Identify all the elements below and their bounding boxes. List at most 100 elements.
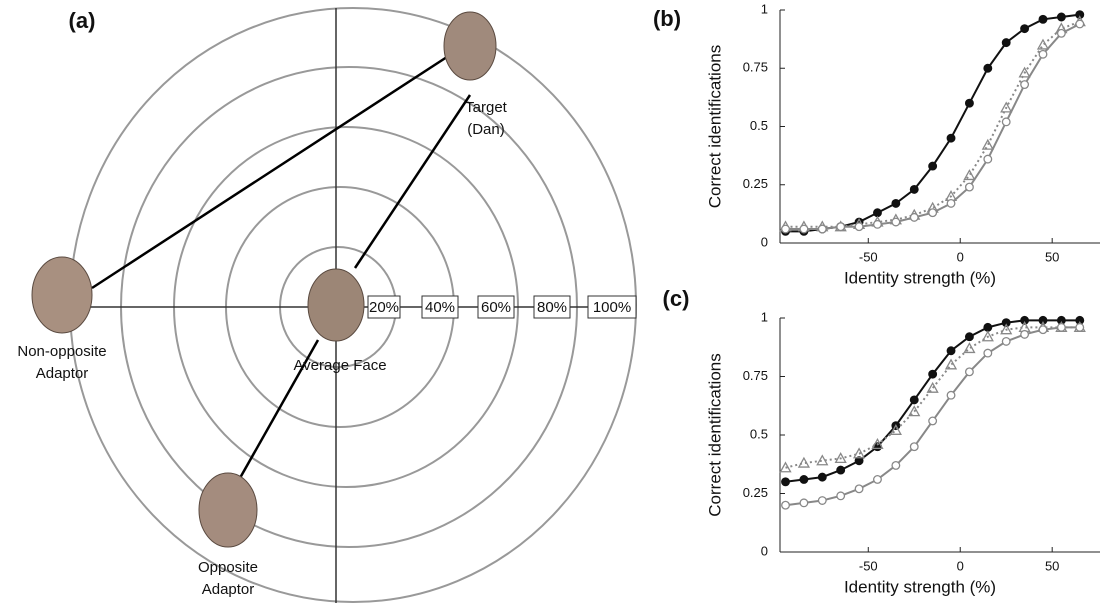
face-non-opposite — [31, 256, 93, 334]
ring-label: 40% — [425, 299, 455, 316]
ring-label: 80% — [537, 299, 567, 316]
point — [946, 198, 956, 208]
point — [928, 369, 938, 379]
point — [983, 154, 993, 164]
point — [926, 381, 939, 393]
point — [799, 475, 809, 484]
point — [964, 332, 974, 342]
point — [928, 416, 938, 426]
point — [1056, 28, 1066, 38]
point — [1000, 101, 1013, 113]
point — [1001, 117, 1011, 127]
point — [1038, 325, 1048, 335]
point — [1075, 322, 1085, 332]
point — [854, 456, 864, 466]
point — [946, 133, 956, 143]
point — [908, 405, 921, 417]
face-label: Non-opposite — [17, 343, 106, 360]
point — [944, 358, 958, 370]
y-axis-label: Correct identifications — [705, 45, 724, 208]
x-tick-label: 50 — [1045, 558, 1059, 573]
fit-line — [785, 13, 1080, 233]
point — [963, 342, 976, 354]
ring-label: 100% — [593, 299, 631, 316]
point — [799, 498, 809, 508]
panel-label: (c) — [663, 286, 690, 311]
y-tick-label: 1 — [761, 1, 768, 16]
y-tick-label: 1 — [761, 309, 768, 324]
face-target — [443, 11, 497, 81]
point — [963, 169, 976, 181]
fit-line — [785, 20, 1081, 228]
connector — [238, 339, 320, 479]
point — [909, 395, 919, 405]
face-label: Target — [465, 99, 508, 116]
ring-label-box — [367, 295, 401, 319]
point — [1001, 336, 1011, 346]
point — [854, 484, 864, 494]
point — [1038, 315, 1048, 325]
point — [779, 461, 792, 473]
connector — [91, 53, 451, 290]
x-tick-label: 0 — [957, 249, 964, 264]
y-tick-label: 0.5 — [750, 118, 768, 133]
point — [836, 465, 846, 475]
fit-line — [785, 326, 1080, 507]
point — [799, 224, 809, 234]
face-average — [307, 268, 365, 342]
ring-label: 20% — [369, 299, 399, 316]
fit-line — [785, 326, 1080, 469]
y-axis-label: Correct identifications — [705, 353, 724, 516]
point — [928, 161, 938, 171]
x-tick-label: 50 — [1045, 249, 1059, 264]
y-tick-label: 0 — [761, 234, 768, 249]
point — [1020, 329, 1030, 339]
y-tick-label: 0.75 — [743, 60, 768, 75]
point — [946, 346, 956, 356]
x-tick-label: 0 — [957, 558, 964, 573]
point — [891, 460, 901, 470]
fit-line — [785, 319, 1080, 483]
point — [1038, 49, 1048, 59]
face-label: Average Face — [293, 357, 386, 374]
ring-label-box — [477, 295, 515, 319]
point — [1001, 38, 1011, 48]
point — [852, 447, 866, 459]
ring-label: 60% — [481, 299, 511, 316]
point — [909, 442, 919, 452]
point — [781, 477, 790, 487]
point — [983, 63, 993, 73]
y-tick-label: 0.25 — [743, 485, 768, 500]
x-axis-label: Identity strength (%) — [844, 577, 996, 596]
point — [1038, 14, 1048, 24]
y-tick-label: 0 — [761, 543, 768, 558]
point — [781, 500, 790, 510]
point — [964, 367, 974, 377]
point — [873, 208, 882, 218]
face-label: (Dan) — [467, 121, 505, 138]
point — [891, 217, 901, 227]
point — [1020, 315, 1030, 325]
face-label: Adaptor — [202, 581, 255, 598]
point — [946, 390, 956, 400]
point — [1056, 322, 1066, 332]
ring-label-box — [421, 295, 459, 319]
point — [1018, 66, 1031, 78]
y-tick-label: 0.75 — [743, 368, 768, 383]
face-label: Opposite — [198, 559, 258, 576]
point — [889, 423, 902, 435]
panel-label: (a) — [69, 8, 96, 33]
point — [817, 224, 827, 234]
point — [1000, 323, 1013, 335]
point — [873, 475, 882, 484]
y-tick-label: 0.25 — [743, 176, 768, 191]
point — [983, 348, 993, 358]
ring-label-box — [587, 295, 637, 319]
point — [836, 222, 846, 232]
point — [981, 138, 994, 150]
point — [1056, 12, 1066, 22]
x-tick-label: -50 — [859, 249, 878, 264]
ring-label-box — [533, 295, 571, 319]
point — [983, 322, 993, 332]
